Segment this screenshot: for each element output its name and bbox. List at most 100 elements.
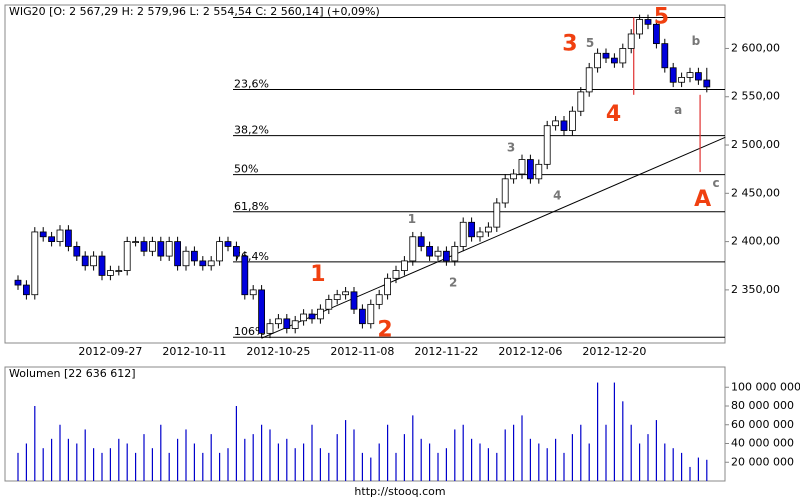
volume-bar [496,452,498,481]
candle-body [459,221,467,247]
candle-body [358,308,366,325]
volume-bar [529,438,531,481]
candle-body [31,231,39,296]
candle-body [434,250,442,257]
candle-body [283,318,291,329]
volume-bar [571,434,573,481]
volume-bar [25,443,27,481]
candle-body [510,173,518,180]
subwave-label: 4 [553,189,561,203]
volume-bar [336,434,338,481]
candle-body [384,277,392,296]
trend-line [261,136,726,339]
candle-body [594,52,601,69]
candle-body [400,260,408,271]
volume-bar [521,415,523,481]
candle-body [199,260,207,267]
volume-bar [395,452,397,481]
y-tick-label: 40 000 000 [731,437,794,450]
volume-bar [219,452,221,481]
candle-body [333,294,341,300]
volume-bar [445,448,447,481]
candle-body [107,270,114,276]
x-tick-label: 2012-12-20 [582,345,646,358]
volume-bar [697,457,699,481]
volume-bar [252,434,254,481]
candle-body [157,241,165,257]
candle-body [560,120,568,131]
candle-body [569,110,576,131]
volume-bar [462,424,464,481]
y-tick-label: 2 450,00 [731,186,780,199]
volume-bar [235,406,237,481]
volume-bar [135,452,137,481]
subwave-label: 3 [507,140,515,154]
candle-body [115,270,123,272]
candle-body [627,33,635,49]
candle-body [325,299,333,310]
volume-bar [93,448,95,481]
candle-body [182,250,190,267]
volume-bar [361,452,363,481]
y-tick-label: 2 550,00 [731,90,780,103]
candle-body [602,52,610,59]
subwave-label: a [674,103,682,117]
candle-body [174,241,182,267]
candle-body [409,236,417,262]
volume-bar [84,429,86,481]
wave-label: 1 [310,262,325,287]
candle-body [678,77,685,83]
volume-bar [286,438,288,481]
volume-bar [76,443,78,481]
volume-bar [429,443,431,481]
candle-body [266,323,274,334]
candle-body [661,43,669,69]
volume-bar [67,438,69,481]
volume-bar [538,443,540,481]
candle-body [493,202,501,228]
volume-bar [42,448,44,481]
volume-bar [51,438,53,481]
volume-bar [303,443,305,481]
candle-body [636,19,643,35]
candle-body [501,178,509,204]
candle-body [527,159,534,180]
volume-bar [151,448,153,481]
candle-body [543,125,551,165]
volume-bar [387,424,389,481]
candle-body [65,229,72,247]
candle-body [342,291,350,296]
volume-bar [353,429,355,481]
volume-bar [319,448,321,481]
volume-bar [269,429,271,481]
volume-bar [261,424,263,481]
volume-bar [454,429,456,481]
candle-body [375,294,383,305]
volume-bar [588,443,590,481]
footer: http://stooq.com [354,485,445,498]
candle-body [653,23,660,45]
volume-bar [277,443,279,481]
volume-bar [681,452,683,481]
subwave-label: c [712,176,719,190]
y-tick-label: 2 400,00 [731,235,780,248]
y-tick-label: 100 000 000 [731,380,800,393]
volume-title: Wolumen [22 636 612] [9,367,136,380]
wave-label: 4 [606,102,621,127]
candle-body [585,67,593,93]
volume-bar [605,424,607,481]
candle-body [216,241,224,262]
candle-body [232,246,240,257]
x-tick-label: 2012-11-22 [414,345,478,358]
volume-bar [17,452,19,481]
subwave-label: b [692,34,701,48]
candle-body [468,221,476,238]
volume-bar [143,434,145,481]
volume-bar [227,448,229,481]
volume-bar [479,443,481,481]
volume-bar [244,438,246,481]
price-frame [4,4,726,344]
fib-label: 23,6% [234,78,269,91]
volume-bar [655,420,657,481]
